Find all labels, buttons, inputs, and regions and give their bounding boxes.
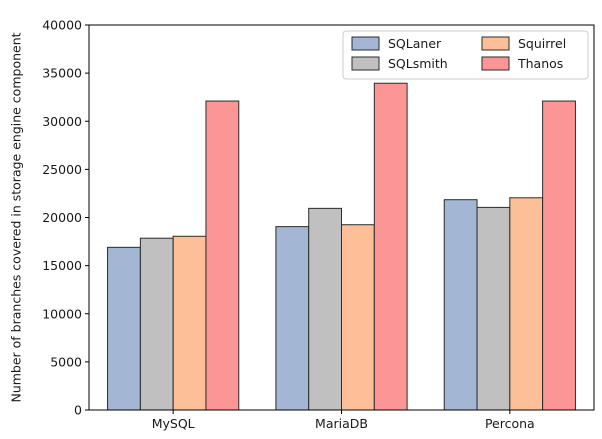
y-axis-label: Number of branches covered in storage en… bbox=[9, 32, 24, 402]
bar-thanos-percona bbox=[542, 100, 576, 411]
bar-thanos-mariadb bbox=[373, 82, 408, 411]
legend-frame bbox=[342, 30, 589, 80]
bars-layer bbox=[107, 82, 576, 411]
legend-swatch-sqlsmith bbox=[351, 56, 380, 71]
bar-sqlsmith-percona bbox=[476, 206, 511, 411]
legend-label-sqlaner: SQLaner bbox=[388, 36, 442, 51]
y-tick-label: 25000 bbox=[42, 162, 82, 177]
x-tick-label: MySQL bbox=[152, 416, 195, 431]
y-tick-label: 15000 bbox=[42, 258, 82, 273]
y-tick-label: 20000 bbox=[42, 210, 82, 225]
x-tick-label: Percona bbox=[485, 416, 535, 431]
legend-label-sqlsmith: SQLsmith bbox=[388, 56, 448, 71]
y-tick-label: 40000 bbox=[42, 18, 82, 33]
bar-sqlsmith-mysql bbox=[139, 237, 174, 411]
bar-squirrel-mariadb bbox=[341, 224, 375, 411]
bar-sqlaner-mariadb bbox=[275, 226, 310, 411]
legend-swatch-squirrel bbox=[481, 36, 510, 51]
legend-swatch-sqlaner bbox=[351, 36, 380, 51]
y-axis: 0 5000 10000 15000 20000 25000 30000 35000 40000 bbox=[42, 18, 89, 418]
bar-squirrel-mysql bbox=[172, 235, 207, 411]
legend: SQLaner SQLsmith Squirrel Thanos bbox=[342, 30, 589, 80]
y-tick-label: 0 bbox=[74, 403, 82, 418]
x-tick-label: MariaDB bbox=[315, 416, 368, 431]
bar-thanos-mysql bbox=[205, 100, 240, 411]
y-tick-label: 5000 bbox=[50, 354, 82, 369]
bar-sqlsmith-mariadb bbox=[308, 207, 343, 411]
y-tick-label: 35000 bbox=[42, 66, 82, 81]
bar-squirrel-percona bbox=[509, 197, 544, 411]
legend-label-thanos: Thanos bbox=[517, 56, 563, 71]
y-tick-label: 10000 bbox=[42, 306, 82, 321]
x-axis: MySQL MariaDB Percona bbox=[152, 410, 535, 431]
bar-sqlaner-percona bbox=[443, 199, 478, 411]
bar-sqlaner-mysql bbox=[107, 246, 141, 411]
y-tick-label: 30000 bbox=[42, 114, 82, 129]
legend-label-squirrel: Squirrel bbox=[518, 36, 566, 51]
legend-swatch-thanos bbox=[481, 56, 510, 71]
